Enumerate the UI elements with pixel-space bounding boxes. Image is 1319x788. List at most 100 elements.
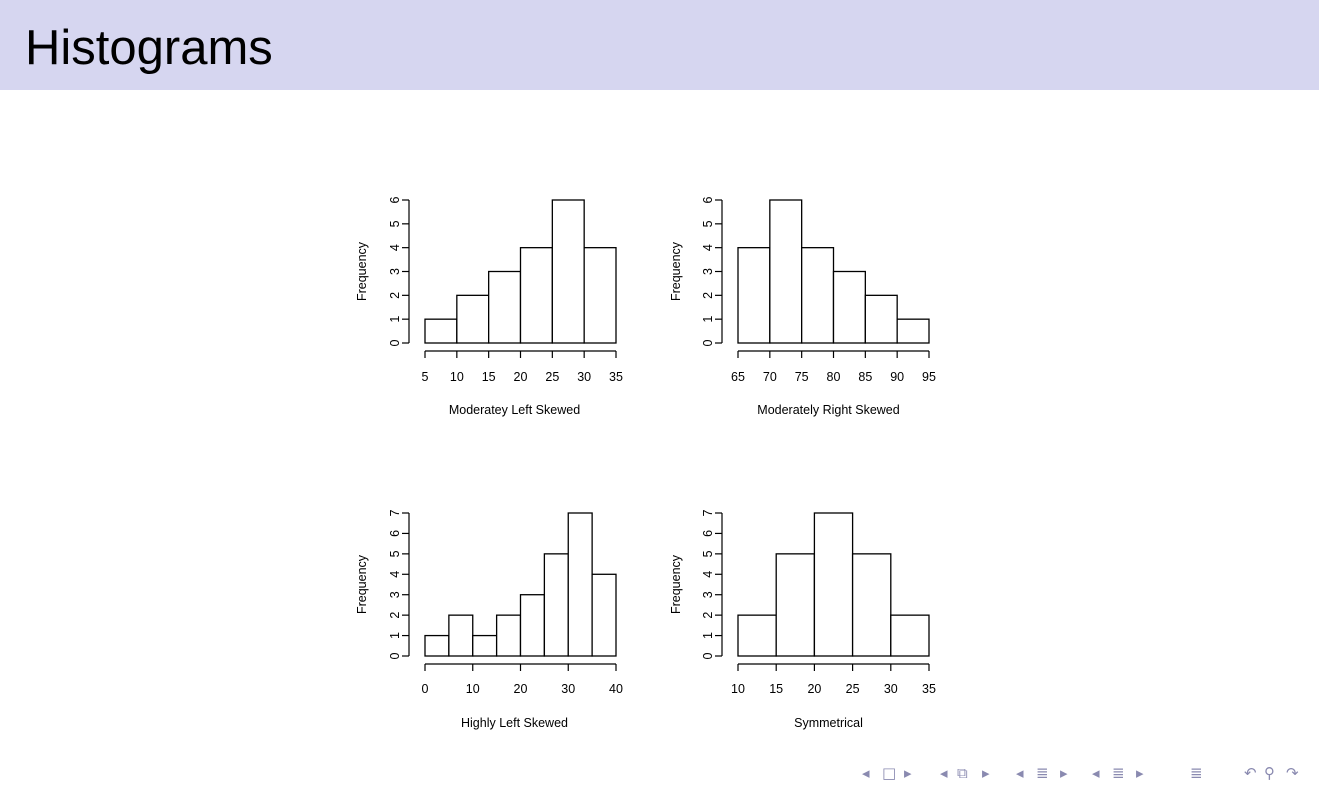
y-tick-label: 7 — [388, 509, 402, 516]
next-section-icon[interactable]: ▸ — [1136, 764, 1144, 782]
x-tick-label: 15 — [769, 682, 783, 696]
histogram-bar — [519, 594, 546, 657]
histogram-bar — [424, 318, 458, 344]
x-axis-title: Moderately Right Skewed — [757, 403, 899, 417]
prev-section-icon[interactable]: ◂ — [1092, 764, 1100, 782]
y-tick-label: 4 — [701, 571, 715, 578]
x-tick-label: 65 — [731, 370, 745, 384]
x-tick-label: 10 — [731, 682, 745, 696]
y-tick-label: 6 — [701, 530, 715, 537]
x-tick-label: 30 — [884, 682, 898, 696]
x-axis-title: Moderatey Left Skewed — [449, 403, 580, 417]
x-tick-label: 15 — [482, 370, 496, 384]
x-tick-label: 20 — [807, 682, 821, 696]
frame-icon[interactable]: □ — [882, 764, 897, 782]
section-icon[interactable]: ≣ — [1112, 764, 1125, 782]
subsection-icon[interactable]: ≣ — [1036, 764, 1049, 782]
histogram-bar — [864, 294, 898, 344]
histogram-bar — [737, 247, 771, 344]
y-tick-label: 4 — [701, 244, 715, 251]
y-tick-label: 6 — [388, 530, 402, 537]
y-tick-label: 3 — [701, 591, 715, 598]
y-tick-label: 3 — [388, 268, 402, 275]
x-tick-label: 30 — [577, 370, 591, 384]
histogram-bar — [519, 247, 553, 344]
histogram-moderately-right-skewed: 65 70 75 80 85 90 95 0 1 2 3 4 5 6 Moderately Right Sk… — [669, 196, 936, 417]
y-tick-label: 3 — [701, 268, 715, 275]
forward-icon[interactable]: ↷ — [1286, 764, 1299, 782]
histogram-moderately-left-skewed: 5 10 15 20 25 30 35 0 1 2 3 4 5 6 Moderatey Left Skewe… — [355, 196, 623, 417]
histogram-bar — [456, 294, 490, 344]
histogram-bar — [448, 614, 474, 657]
histogram-bar — [567, 512, 593, 657]
histogram-bar — [769, 199, 803, 344]
x-tick-label: 95 — [922, 370, 936, 384]
x-tick-label: 25 — [846, 682, 860, 696]
y-tick-label: 0 — [701, 339, 715, 346]
page-title: Histograms — [25, 21, 273, 75]
back-icon[interactable]: ↶ — [1244, 764, 1257, 782]
search-icon[interactable]: ⚲ — [1264, 764, 1275, 782]
histogram-bar — [551, 199, 585, 344]
histogram-bar — [488, 270, 522, 344]
y-tick-label: 1 — [701, 316, 715, 323]
y-tick-label: 1 — [701, 632, 715, 639]
histogram-bar — [583, 247, 617, 344]
next-slide-icon[interactable]: ▸ — [904, 764, 912, 782]
x-tick-label: 10 — [466, 682, 480, 696]
x-tick-label: 30 — [561, 682, 575, 696]
histogram-bar — [801, 247, 835, 344]
histogram-bar — [851, 553, 892, 657]
x-tick-label: 40 — [609, 682, 623, 696]
next-subsection-icon[interactable]: ▸ — [1060, 764, 1068, 782]
x-tick-label: 20 — [514, 682, 528, 696]
x-tick-label: 35 — [609, 370, 623, 384]
next-frame-icon[interactable]: ▸ — [982, 764, 990, 782]
frame-stack-icon[interactable]: ⧉ — [957, 764, 968, 782]
histogram-bar — [890, 614, 930, 657]
y-tick-label: 5 — [388, 550, 402, 557]
slide-header: Histograms — [0, 0, 1319, 90]
y-axis-title: Frequency — [355, 554, 369, 614]
histogram-bar — [737, 614, 777, 657]
histogram-bar — [543, 553, 569, 657]
y-tick-label: 2 — [701, 612, 715, 619]
y-axis-title: Frequency — [669, 554, 683, 614]
y-tick-label: 4 — [388, 244, 402, 251]
y-tick-label: 5 — [701, 550, 715, 557]
y-axis-title: Frequency — [669, 241, 683, 301]
beamer-navigation-bar: ◂ □ ▸ ◂ ⧉ ▸ ◂ ≣ ▸ ◂ ≣ ▸ ≣ ↶ ⚲ ↷ — [860, 762, 1315, 784]
x-tick-label: 35 — [922, 682, 936, 696]
histogram-bar — [495, 614, 522, 657]
y-tick-label: 3 — [388, 591, 402, 598]
y-tick-label: 4 — [388, 571, 402, 578]
x-tick-label: 10 — [450, 370, 464, 384]
y-tick-label: 5 — [701, 220, 715, 227]
y-tick-label: 0 — [701, 652, 715, 659]
x-tick-label: 70 — [763, 370, 777, 384]
histogram-bar — [832, 270, 866, 344]
y-axis-title: Frequency — [355, 241, 369, 301]
x-tick-label: 5 — [422, 370, 429, 384]
histogram-bar — [813, 512, 854, 657]
y-tick-label: 0 — [388, 652, 402, 659]
y-tick-label: 5 — [388, 220, 402, 227]
x-axis-title: Highly Left Skewed — [461, 716, 568, 730]
x-tick-label: 0 — [422, 682, 429, 696]
y-tick-label: 0 — [388, 339, 402, 346]
y-tick-label: 2 — [388, 292, 402, 299]
x-tick-label: 75 — [795, 370, 809, 384]
histogram-bar — [775, 553, 816, 657]
histogram-bar — [896, 318, 930, 344]
prev-slide-icon[interactable]: ◂ — [862, 764, 870, 782]
toc-icon[interactable]: ≣ — [1190, 764, 1203, 782]
y-tick-label: 7 — [701, 509, 715, 516]
y-tick-label: 1 — [388, 632, 402, 639]
histogram-bar — [472, 634, 498, 657]
prev-frame-icon[interactable]: ◂ — [940, 764, 948, 782]
histogram-bar — [591, 573, 617, 657]
prev-subsection-icon[interactable]: ◂ — [1016, 764, 1024, 782]
histogram-bar — [424, 634, 450, 657]
y-tick-label: 2 — [388, 612, 402, 619]
